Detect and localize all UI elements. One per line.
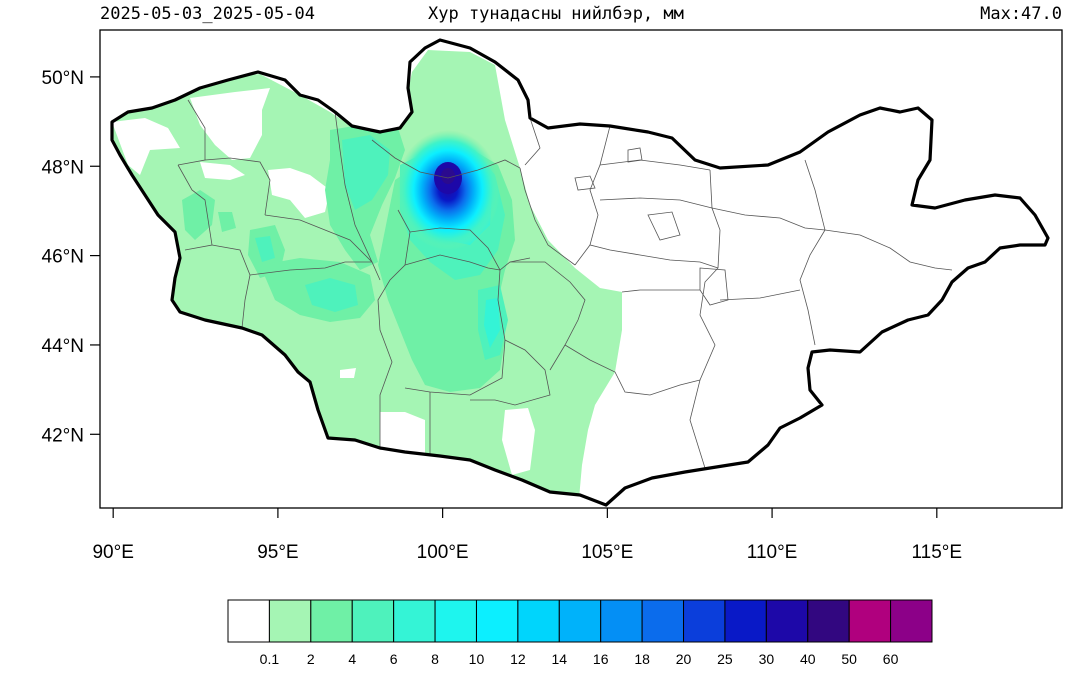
- colorbar-label: 16: [593, 651, 609, 667]
- colorbar-swatch: [434, 599, 477, 643]
- date-range-label: 2025-05-03_2025-05-04: [100, 4, 315, 24]
- lat-tick-label: 42°N: [42, 425, 84, 446]
- max-value-label: Max:47.0: [980, 4, 1062, 24]
- colorbar-label: 0.1: [260, 651, 280, 667]
- colorbar-swatch: [227, 599, 270, 643]
- lon-tick-label: 105°E: [581, 542, 633, 563]
- lat-tick-label: 50°N: [42, 68, 84, 89]
- colorbar-swatch: [600, 599, 643, 643]
- lon-tick-label: 110°E: [747, 542, 798, 563]
- colorbar-swatch: [683, 599, 726, 643]
- colorbar-label: 25: [717, 651, 733, 667]
- colorbar-swatch: [641, 599, 685, 643]
- precip-area-high: [255, 236, 275, 262]
- no-precip-patch: [380, 412, 425, 455]
- colorbar-label: 20: [676, 651, 692, 667]
- national-border: [110, 38, 1050, 507]
- no-precip-patch: [502, 408, 535, 475]
- colorbar-swatch: [475, 599, 519, 643]
- precip-max-core-inner: [441, 168, 455, 184]
- colorbar-swatch: [724, 599, 767, 643]
- colorbar-label: 4: [348, 651, 356, 667]
- lat-tick-label: 48°N: [42, 157, 84, 178]
- no-precip-patch: [200, 162, 245, 180]
- map-title: Хур тунадасны нийлбэр, мм: [428, 4, 684, 24]
- no-precip-patch: [190, 88, 270, 160]
- no-precip-patch: [340, 368, 356, 378]
- precip-area-higher: [484, 298, 500, 348]
- colorbar-swatch: [848, 599, 892, 643]
- precip-area-medium: [182, 190, 215, 240]
- colorbar-label: 18: [634, 651, 650, 667]
- longitude-axis: 90°E 95°E 100°E 105°E 110°E 115°E: [92, 508, 962, 563]
- lon-tick-label: 100°E: [417, 542, 469, 563]
- colorbar-label: 40: [800, 651, 816, 667]
- precip-area-high: [305, 278, 358, 312]
- colorbar-label: 8: [431, 651, 439, 667]
- lat-tick-label: 46°N: [42, 247, 84, 268]
- colorbar-label: 30: [759, 651, 775, 667]
- colorbar-swatch: [517, 599, 560, 643]
- colorbar-swatch: [310, 599, 353, 643]
- colorbar: 0.1 2 4 6 8 10 12 14 16 18 20 25 30 40 50 60: [227, 599, 933, 667]
- precip-area-medium: [218, 212, 236, 232]
- colorbar-swatch: [393, 599, 436, 643]
- colorbar-swatch: [765, 599, 809, 643]
- lat-tick-label: 44°N: [42, 336, 84, 357]
- colorbar-label: 60: [883, 651, 899, 667]
- no-precip-patch: [112, 118, 180, 175]
- colorbar-swatch: [807, 599, 850, 643]
- colorbar-swatch: [351, 599, 395, 643]
- colorbar-label: 50: [841, 651, 857, 667]
- colorbar-label: 2: [307, 651, 315, 667]
- colorbar-swatch: [558, 599, 602, 643]
- no-precip-patch: [268, 168, 330, 218]
- colorbar-label: 10: [469, 651, 485, 667]
- province-boundaries: [177, 99, 953, 469]
- lon-tick-label: 95°E: [257, 542, 298, 563]
- latitude-axis: 42°N 44°N 46°N 48°N 50°N: [42, 68, 100, 446]
- colorbar-label: 6: [390, 651, 398, 667]
- colorbar-label: 12: [510, 651, 526, 667]
- colorbar-swatch: [268, 599, 312, 643]
- lon-tick-label: 90°E: [92, 542, 133, 563]
- lon-tick-label: 115°E: [912, 542, 963, 563]
- colorbar-label: 14: [552, 651, 568, 667]
- precip-area-high: [342, 135, 390, 210]
- colorbar-swatch: [890, 599, 933, 643]
